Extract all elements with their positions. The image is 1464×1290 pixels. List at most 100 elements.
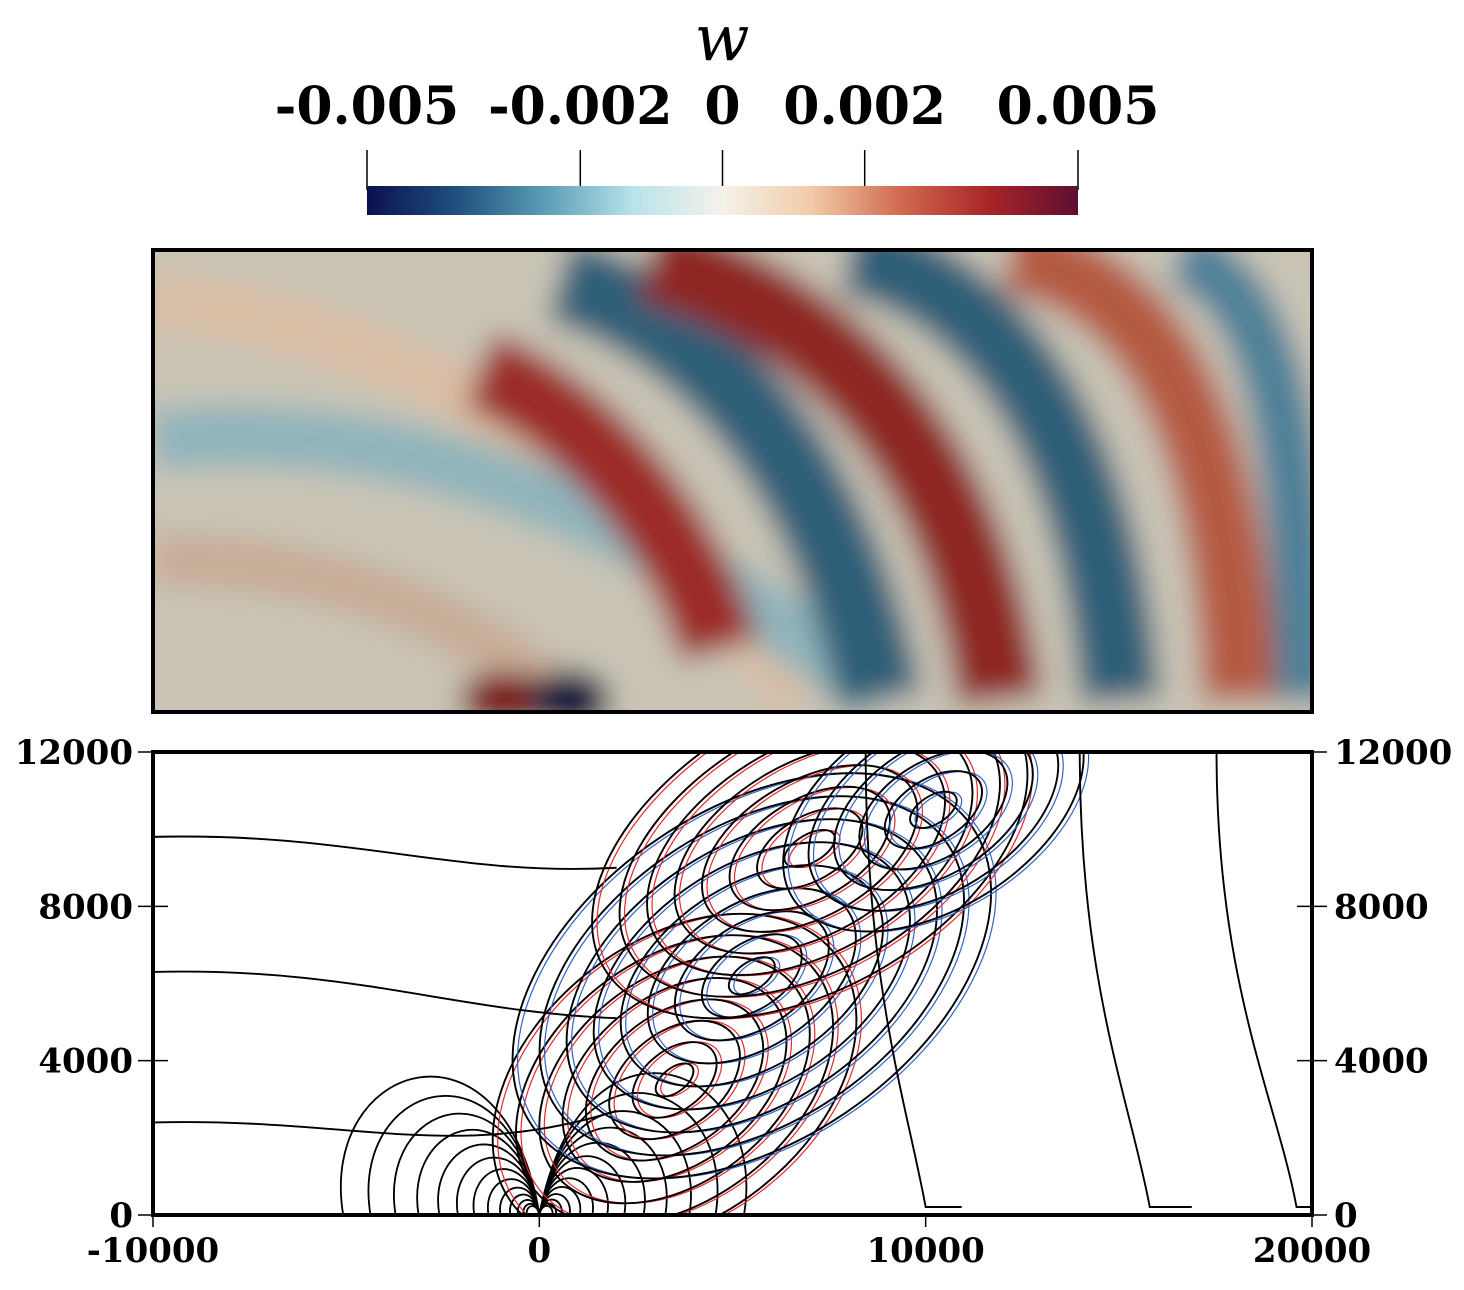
contour-ring xyxy=(631,1041,718,1119)
contour-ring xyxy=(491,912,858,1215)
heatmap-panel xyxy=(151,248,1314,714)
contour-ring xyxy=(646,752,974,977)
contour-ring xyxy=(619,864,884,1088)
contour-line-far xyxy=(153,1109,617,1137)
contour-ring-colored xyxy=(520,934,839,1215)
heatmap-lobe-neg xyxy=(530,670,610,712)
x-tick-label: 20000 xyxy=(1253,1231,1371,1271)
contour-ring-colored xyxy=(660,1062,699,1097)
contour-ring-colored xyxy=(651,752,979,977)
contour-ring xyxy=(783,828,836,868)
y-tick-label-left: 4000 xyxy=(38,1042,133,1082)
contour-lines xyxy=(153,752,1312,1215)
contour-line-source xyxy=(437,1143,541,1215)
colorbar-tick-label: 0.002 xyxy=(783,76,946,137)
contour-line-far xyxy=(153,835,617,870)
contour-ring-colored xyxy=(613,1020,746,1140)
contour-ring xyxy=(701,764,919,933)
colorbar-title: w xyxy=(695,2,750,76)
contour-line-far xyxy=(153,970,617,1020)
contour-ring-colored xyxy=(497,913,862,1215)
contour-ring xyxy=(858,752,1009,871)
contour-ring xyxy=(782,752,1085,933)
colorbar-tick-label: -0.005 xyxy=(275,76,459,137)
heatmap-band-neg-0 xyxy=(153,406,900,712)
contour-ring xyxy=(592,841,911,1111)
heatmap-lobe-pos xyxy=(460,672,550,712)
contour-ring-colored xyxy=(679,910,835,1042)
contour-line-source xyxy=(538,1110,692,1215)
contour-ring xyxy=(561,977,788,1183)
heatmap-band-pos-4 xyxy=(1002,250,1278,702)
contour-ring-colored xyxy=(733,956,781,996)
contour-ring xyxy=(909,790,958,830)
heatmap-band-pos-2 xyxy=(464,332,759,663)
contour-ring xyxy=(618,752,1001,998)
contour-ring-colored xyxy=(543,955,816,1204)
y-tick-label-left: 12000 xyxy=(15,733,133,773)
contour-line-trail xyxy=(1215,752,1312,1208)
colorbar-ticks: -0.005 -0.002 0 0.002 0.005 xyxy=(275,76,1160,190)
heatmap-band-neg-2 xyxy=(841,250,1160,703)
contour-line-source xyxy=(367,1095,541,1215)
contour-ring xyxy=(673,910,830,1042)
contour-line-trail-pos xyxy=(1079,752,1192,1208)
contour-line-trail xyxy=(864,752,962,1208)
contour-ring xyxy=(700,933,803,1019)
contour-ring-colored xyxy=(516,772,997,1180)
y-tick-label-right: 8000 xyxy=(1334,887,1429,927)
heatmap-band-pos-3 xyxy=(638,250,1043,707)
contour-ring-colored xyxy=(761,808,869,890)
contour-ring-colored xyxy=(787,752,1090,933)
contour-ring xyxy=(727,956,776,996)
contour-line-source-pos xyxy=(393,1113,541,1215)
contour-ring xyxy=(511,772,993,1180)
contour-ring-colored xyxy=(706,765,924,934)
heatmap-band-neg-3 xyxy=(1167,250,1312,701)
x-tick-label: 0 xyxy=(527,1231,551,1271)
colorbar-tick-label: 0.005 xyxy=(997,76,1160,137)
y-tick-label-right: 0 xyxy=(1334,1196,1358,1236)
y-tick-label-right: 12000 xyxy=(1334,733,1452,773)
heatmap-frame xyxy=(151,248,1314,714)
contour-ring-colored xyxy=(598,841,916,1111)
heatmap-band-neg-1 xyxy=(547,250,922,709)
contour-ring xyxy=(538,795,965,1157)
contour-ring-colored xyxy=(889,770,988,850)
y-tick-label-left: 0 xyxy=(109,1196,133,1236)
colorbar-tick-label: -0.002 xyxy=(488,76,672,137)
colorbar-tick-label: 0 xyxy=(704,76,740,137)
contour-line-source-neg xyxy=(538,1110,692,1215)
colorbar-gradient xyxy=(367,186,1078,215)
contour-ring xyxy=(728,785,891,912)
y-tick-label-right: 4000 xyxy=(1334,1042,1429,1082)
contour-ring xyxy=(646,887,857,1065)
contour-ring-colored xyxy=(636,1041,723,1119)
colorbar: w -0.005 -0.002 0 0.002 0.005 xyxy=(275,2,1160,215)
contour-line-source xyxy=(416,1128,541,1215)
contour-ring xyxy=(515,934,835,1215)
contour-ring-colored xyxy=(571,818,943,1134)
contour-ring-colored xyxy=(652,887,862,1065)
contour-ring-colored xyxy=(596,752,1034,1020)
y-tick-label-left: 8000 xyxy=(38,887,133,927)
contour-ring xyxy=(608,1019,741,1141)
heatmap-band-pos-1 xyxy=(153,532,579,712)
contour-ring-colored xyxy=(623,752,1006,998)
contour-ring-colored xyxy=(788,829,841,869)
contour-line-trail xyxy=(1078,752,1192,1208)
contour-ring-colored xyxy=(838,752,1039,892)
contour-ring-colored xyxy=(733,786,896,912)
contour-ring-colored xyxy=(625,864,889,1088)
contour-ring-colored xyxy=(812,752,1064,912)
contour-ring-colored xyxy=(678,752,951,955)
contour-ring xyxy=(654,1062,695,1098)
contour-ring xyxy=(833,752,1034,892)
contour-ring xyxy=(883,770,983,850)
contour-ring-colored xyxy=(914,791,963,830)
contour-line-source xyxy=(393,1112,541,1215)
x-tick-label: -10000 xyxy=(87,1231,219,1271)
